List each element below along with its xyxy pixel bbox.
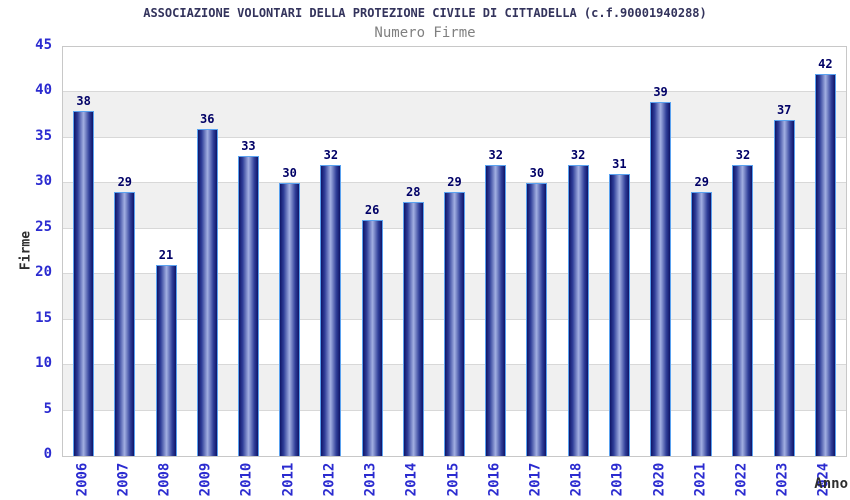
bar-value-label: 36 xyxy=(200,111,215,126)
x-tick-label: 2007 xyxy=(115,462,132,497)
y-tick-label: 40 xyxy=(35,82,52,99)
bar-value-label: 26 xyxy=(364,202,380,217)
bar xyxy=(650,101,672,456)
x-tick-label: 2009 xyxy=(197,462,214,497)
bar xyxy=(773,119,795,456)
bar-value-label: 32 xyxy=(488,148,503,163)
bar xyxy=(114,192,136,456)
bar-value-label: 30 xyxy=(529,166,545,181)
bar xyxy=(732,165,754,456)
bar-value-label: 39 xyxy=(653,84,668,99)
x-tick-label: 2013 xyxy=(362,462,379,497)
y-tick-label: 0 xyxy=(43,446,52,462)
bar xyxy=(485,165,507,456)
chart-subtitle: Numero Firme xyxy=(374,25,476,41)
y-tick-label: 30 xyxy=(35,173,52,190)
bar xyxy=(402,201,424,456)
x-tick-label: 2008 xyxy=(156,462,173,497)
gridline xyxy=(63,91,846,93)
bar xyxy=(526,183,548,456)
bar xyxy=(279,183,301,456)
bar xyxy=(237,156,259,456)
bar-value-label: 30 xyxy=(282,166,297,181)
bar-value-label: 29 xyxy=(117,175,133,190)
bar xyxy=(320,165,342,456)
x-tick-label: 2006 xyxy=(74,462,91,497)
bar-value-label: 37 xyxy=(776,102,792,117)
x-tick-label: 2010 xyxy=(238,462,255,497)
chart-title: ASSOCIAZIONE VOLONTARI DELLA PROTEZIONE … xyxy=(143,6,707,20)
x-tick-label: 2021 xyxy=(692,462,709,497)
bar-value-label: 29 xyxy=(694,175,709,190)
bar xyxy=(444,192,465,456)
bar-value-label: 31 xyxy=(612,157,627,172)
x-tick-label: 2022 xyxy=(733,462,750,497)
y-axis-title: Firme xyxy=(18,230,34,271)
bar xyxy=(361,219,383,456)
x-tick-label: 2016 xyxy=(486,462,503,497)
plot-area: 38 29 21 36 33 30 32 26 28 29 32 30 32 31 39 29 32 37 42 xyxy=(62,46,847,457)
x-tick-label: 2012 xyxy=(321,462,338,497)
y-tick-label: 5 xyxy=(43,400,52,417)
bar xyxy=(691,192,713,456)
bar xyxy=(567,165,589,456)
bar-value-label: 29 xyxy=(447,175,462,190)
y-tick-label: 35 xyxy=(35,127,52,144)
x-tick-label: 2020 xyxy=(651,462,668,497)
y-tick-label: 20 xyxy=(35,264,52,281)
bar-value-label: 33 xyxy=(241,139,256,154)
bar-value-label: 32 xyxy=(570,148,586,163)
y-tick-label: 10 xyxy=(35,355,52,372)
bar-value-label: 38 xyxy=(76,93,91,108)
x-tick-label: 2014 xyxy=(403,462,420,497)
x-tick-label: 2015 xyxy=(445,462,461,497)
y-tick-label: 15 xyxy=(35,309,52,326)
gridline xyxy=(63,136,846,138)
bar xyxy=(73,110,95,456)
bar xyxy=(196,128,218,456)
bar-value-label: 32 xyxy=(735,148,751,163)
bar-value-label: 32 xyxy=(323,148,339,163)
bar-value-label: 28 xyxy=(406,184,421,199)
background-band xyxy=(63,92,846,138)
y-tick-label: 25 xyxy=(35,218,52,235)
bar xyxy=(608,174,630,456)
x-tick-label: 2011 xyxy=(280,462,297,497)
y-tick-label: 45 xyxy=(35,37,52,53)
bar-value-label: 42 xyxy=(818,57,833,72)
x-tick-label: 2017 xyxy=(527,462,544,497)
bar-value-label: 21 xyxy=(158,248,174,263)
x-axis-title: Anno xyxy=(814,476,848,492)
x-tick-label: 2019 xyxy=(609,462,626,497)
x-tick-label: 2018 xyxy=(568,462,585,497)
bar xyxy=(155,265,177,456)
gridline xyxy=(63,182,846,184)
bar xyxy=(814,74,836,456)
